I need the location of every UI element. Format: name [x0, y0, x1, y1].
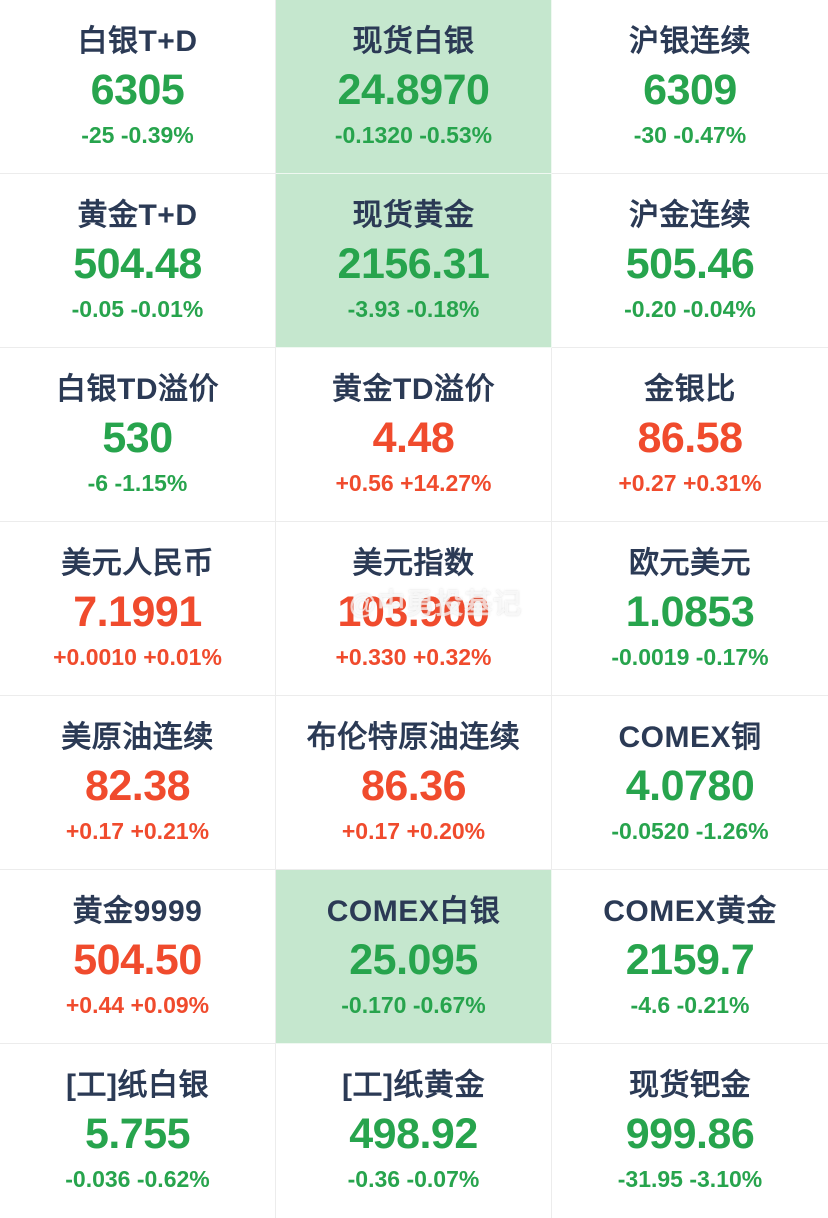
quote-cell[interactable]: 欧元美元 1.0853 -0.0019 -0.17% [552, 522, 828, 696]
quote-value: 25.095 [349, 936, 478, 984]
quote-cell[interactable]: 黄金9999 504.50 +0.44 +0.09% [0, 870, 276, 1044]
quote-cell[interactable]: 美原油连续 82.38 +0.17 +0.21% [0, 696, 276, 870]
quote-change: -25 -0.39% [81, 122, 194, 148]
quote-change: -0.036 -0.62% [65, 1166, 210, 1192]
quote-value: 5.755 [84, 1110, 191, 1158]
quote-value: 6309 [643, 66, 737, 114]
quote-value: 4.0780 [625, 762, 755, 810]
quote-cell[interactable]: 沪金连续 505.46 -0.20 -0.04% [552, 174, 828, 348]
quote-title: [工]纸黄金 [342, 1069, 485, 1102]
quote-cell[interactable]: 白银TD溢价 530 -6 -1.15% [0, 348, 276, 522]
quote-cell[interactable]: 现货黄金 2156.31 -3.93 -0.18% [276, 174, 552, 348]
quote-value: 498.92 [349, 1110, 478, 1158]
quote-value: 6305 [90, 66, 185, 114]
quote-change: -30 -0.47% [633, 122, 747, 148]
quote-cell[interactable]: 现货白银 24.8970 -0.1320 -0.53% [276, 0, 552, 174]
quote-cell[interactable]: COMEX白银 25.095 -0.170 -0.67% [276, 870, 552, 1044]
quote-title: COMEX白银 [326, 895, 501, 928]
quote-title: 欧元美元 [629, 547, 751, 580]
quote-title: 现货白银 [352, 25, 475, 58]
quote-title: 美元指数 [352, 547, 475, 580]
quote-value: 2156.31 [337, 240, 490, 288]
quote-cell[interactable]: 黄金T+D 504.48 -0.05 -0.01% [0, 174, 276, 348]
quote-change: -0.05 -0.01% [71, 296, 204, 322]
quote-change: +0.17 +0.21% [65, 818, 210, 844]
quote-title: 黄金9999 [72, 895, 203, 928]
quote-title: 美元人民币 [61, 547, 214, 580]
quote-cell[interactable]: 沪银连续 6309 -30 -0.47% [552, 0, 828, 174]
quote-title: 白银T+D [77, 25, 198, 58]
quote-title: 现货黄金 [352, 199, 475, 232]
quote-value: 504.50 [73, 936, 202, 984]
quote-change: +0.17 +0.20% [341, 818, 486, 844]
quote-change: -3.93 -0.18% [347, 296, 480, 322]
quote-title: 沪银连续 [629, 25, 751, 58]
quote-cell[interactable]: [工]纸黄金 498.92 -0.36 -0.07% [276, 1044, 552, 1218]
quote-value: 86.58 [637, 414, 743, 462]
quote-title: 黄金T+D [77, 199, 198, 232]
quote-title: COMEX铜 [618, 721, 762, 754]
quote-title: 沪金连续 [629, 199, 751, 232]
quote-value: 505.46 [625, 240, 755, 288]
quote-value: 504.48 [73, 240, 202, 288]
quote-change: +0.56 +14.27% [335, 470, 492, 496]
quote-title: 金银比 [644, 373, 736, 406]
quote-change: -4.6 -0.21% [630, 992, 750, 1018]
quote-cell[interactable]: 白银T+D 6305 -25 -0.39% [0, 0, 276, 174]
quote-change: +0.27 +0.31% [618, 470, 762, 496]
quote-value: 24.8970 [337, 66, 490, 114]
quote-value: 7.1991 [73, 588, 202, 636]
quote-value: 530 [102, 414, 173, 462]
quote-title: 布伦特原油连续 [306, 721, 521, 754]
quote-change: +0.44 +0.09% [65, 992, 210, 1018]
quote-change: +0.330 +0.32% [335, 644, 492, 670]
quote-change: -0.36 -0.07% [347, 1166, 480, 1192]
quote-cell[interactable]: 美元人民币 7.1991 +0.0010 +0.01% [0, 522, 276, 696]
quote-change: -0.170 -0.67% [341, 992, 486, 1018]
quote-value: 2159.7 [625, 936, 755, 984]
quote-cell[interactable]: 布伦特原油连续 86.36 +0.17 +0.20% [276, 696, 552, 870]
quote-title: [工]纸白银 [66, 1069, 209, 1102]
quote-title: 现货钯金 [629, 1069, 751, 1102]
quote-value: 86.36 [360, 762, 467, 810]
quote-change: -0.0019 -0.17% [611, 644, 769, 670]
quote-title: 美原油连续 [61, 721, 214, 754]
quote-cell[interactable]: COMEX铜 4.0780 -0.0520 -1.26% [552, 696, 828, 870]
quote-change: -0.20 -0.04% [624, 296, 756, 322]
quote-cell[interactable]: 美元指数 103.900 +0.330 +0.32% @中勇投基记 [276, 522, 552, 696]
quote-title: COMEX黄金 [603, 895, 777, 928]
quote-cell[interactable]: 黄金TD溢价 4.48 +0.56 +14.27% [276, 348, 552, 522]
quote-value: 999.86 [625, 1110, 755, 1158]
quote-change: -0.0520 -1.26% [611, 818, 769, 844]
quote-change: +0.0010 +0.01% [53, 644, 222, 670]
quote-cell[interactable]: 金银比 86.58 +0.27 +0.31% [552, 348, 828, 522]
quote-cell[interactable]: COMEX黄金 2159.7 -4.6 -0.21% [552, 870, 828, 1044]
quote-value: 82.38 [84, 762, 191, 810]
quote-value: 103.900 [337, 588, 490, 636]
quote-value: 4.48 [372, 414, 455, 462]
quote-title: 白银TD溢价 [56, 373, 219, 406]
quote-change: -0.1320 -0.53% [334, 122, 493, 148]
quote-cell[interactable]: 现货钯金 999.86 -31.95 -3.10% [552, 1044, 828, 1218]
quote-value: 1.0853 [625, 588, 755, 636]
quote-change: -31.95 -3.10% [617, 1166, 763, 1192]
quote-title: 黄金TD溢价 [332, 373, 495, 406]
quote-cell[interactable]: [工]纸白银 5.755 -0.036 -0.62% [0, 1044, 276, 1218]
quote-change: -6 -1.15% [87, 470, 188, 496]
